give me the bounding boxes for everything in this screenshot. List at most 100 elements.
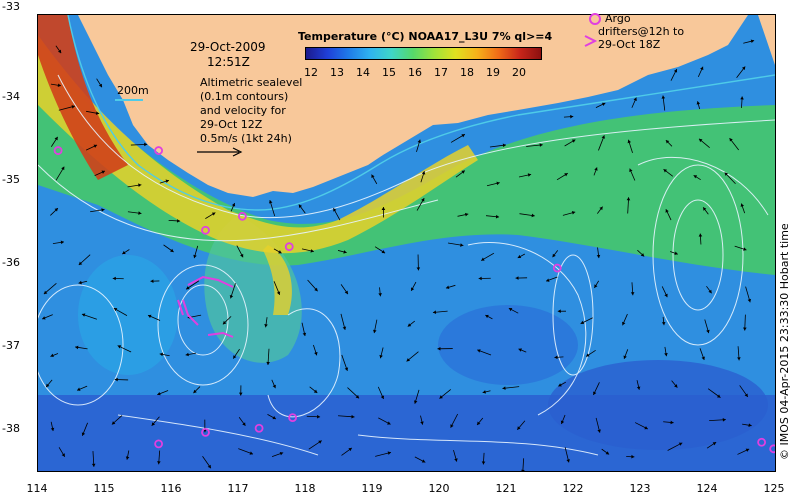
velocity-arrow bbox=[743, 314, 747, 331]
velocity-arrow bbox=[338, 414, 355, 419]
velocity-arrow bbox=[337, 250, 347, 254]
velocity-arrow bbox=[205, 212, 216, 219]
sst-map bbox=[38, 15, 775, 471]
velocity-arrow bbox=[416, 197, 425, 211]
velocity-arrow bbox=[347, 387, 360, 399]
argo-note-line: Argo bbox=[605, 12, 631, 25]
velocity-arrow bbox=[81, 422, 88, 436]
velocity-arrow bbox=[476, 417, 484, 426]
velocity-arrow bbox=[122, 249, 130, 255]
argo-float-marker bbox=[53, 146, 63, 155]
velocity-arrow bbox=[232, 348, 240, 359]
velocity-arrow bbox=[526, 143, 543, 147]
velocity-arrow bbox=[50, 421, 55, 432]
velocity-arrow bbox=[371, 174, 378, 185]
colorbar-tick: 15 bbox=[382, 66, 396, 79]
colorbar-tick: 19 bbox=[486, 66, 500, 79]
velocity-arrow bbox=[50, 207, 59, 216]
velocity-arrow bbox=[432, 310, 448, 315]
velocity-arrow bbox=[661, 286, 668, 298]
velocity-arrow bbox=[597, 206, 603, 214]
argo-legend-icon bbox=[589, 13, 601, 25]
isobath-legend-label: 200m bbox=[117, 84, 149, 97]
velocity-arrow bbox=[301, 248, 314, 253]
velocity-arrow bbox=[94, 170, 106, 176]
velocity-arrow bbox=[601, 448, 610, 455]
leeuwin-current bbox=[38, 35, 478, 254]
argo-drifter-tracks bbox=[177, 275, 234, 338]
velocity-arrow bbox=[626, 454, 635, 459]
velocity-arrow bbox=[502, 386, 520, 390]
velocity-arrow bbox=[508, 307, 519, 314]
velocity-arrow bbox=[273, 248, 282, 254]
velocity-arrow bbox=[709, 418, 726, 422]
velocity-arrow bbox=[519, 213, 535, 218]
velocity-arrow bbox=[455, 170, 466, 178]
velocity-arrow bbox=[595, 417, 601, 433]
velocity-arrow bbox=[236, 245, 244, 258]
argo-float-marker bbox=[237, 211, 247, 221]
velocity-arrow bbox=[130, 142, 148, 147]
y-tick-label: -36 bbox=[2, 256, 20, 269]
velocity-arrow bbox=[489, 143, 507, 148]
argo-float-marker bbox=[154, 146, 163, 155]
x-tick-label: 119 bbox=[361, 482, 383, 495]
velocity-arrow bbox=[562, 211, 576, 216]
velocity-arrow bbox=[58, 447, 66, 458]
velocity-arrow bbox=[670, 68, 678, 81]
velocity-arrow bbox=[729, 137, 740, 151]
velocity-arrow bbox=[480, 252, 495, 261]
velocity-arrow bbox=[737, 346, 741, 361]
x-tick-label: 116 bbox=[160, 482, 182, 495]
velocity-arrow bbox=[112, 276, 124, 281]
velocity-arrow bbox=[306, 414, 321, 419]
velocity-arrow bbox=[378, 417, 391, 425]
velocity-arrow bbox=[273, 281, 281, 295]
altimetry-note-line: 0.5m/s (1kt 24h) bbox=[200, 132, 292, 145]
velocity-arrow bbox=[90, 208, 105, 213]
velocity-arrow bbox=[268, 199, 276, 217]
argo-float-marker bbox=[757, 437, 766, 447]
velocity-arrow bbox=[81, 313, 98, 320]
velocity-arrow bbox=[558, 381, 566, 387]
velocity-arrow bbox=[593, 167, 598, 176]
velocity-arrow bbox=[238, 416, 246, 427]
isobath-legend-line bbox=[115, 99, 143, 101]
velocity-arrow bbox=[453, 449, 458, 462]
velocity-arrow bbox=[743, 39, 755, 44]
velocity-arrow bbox=[308, 440, 322, 450]
velocity-arrow bbox=[664, 346, 668, 357]
velocity-arrow bbox=[481, 452, 486, 465]
velocity-arrow bbox=[706, 285, 712, 294]
argo-float-marker bbox=[288, 413, 298, 422]
velocity-arrow bbox=[707, 388, 721, 398]
velocity-arrow bbox=[545, 276, 558, 282]
velocity-arrow bbox=[627, 139, 633, 154]
velocity-arrow bbox=[416, 139, 421, 152]
colorbar-tick: 17 bbox=[434, 66, 448, 79]
velocity-arrow bbox=[379, 347, 384, 359]
velocity-arrow bbox=[663, 168, 674, 177]
velocity-arrow bbox=[410, 281, 417, 292]
y-tick-label: -34 bbox=[2, 90, 20, 103]
velocity-arrow bbox=[193, 245, 199, 259]
velocity-arrow bbox=[629, 168, 636, 181]
map-frame bbox=[37, 14, 776, 472]
velocity-arrow bbox=[78, 280, 88, 285]
velocity-arrow bbox=[518, 173, 532, 178]
velocity-arrow bbox=[333, 207, 341, 221]
argo-float-marker bbox=[769, 444, 775, 454]
colorbar-tick: 13 bbox=[330, 66, 344, 79]
velocity-arrow bbox=[702, 207, 709, 215]
colorbar-tick: 12 bbox=[304, 66, 318, 79]
velocity-arrow bbox=[585, 349, 596, 357]
velocity-arrow bbox=[734, 245, 747, 251]
velocity-arrow bbox=[740, 203, 746, 214]
velocity-arrow bbox=[75, 345, 88, 350]
velocity-arrow bbox=[78, 254, 91, 266]
cool-patch-2 bbox=[78, 255, 178, 375]
x-tick-label: 124 bbox=[696, 482, 718, 495]
velocity-arrow bbox=[564, 139, 576, 147]
cool-patch-3 bbox=[548, 360, 768, 450]
velocity-arrow bbox=[552, 250, 559, 258]
